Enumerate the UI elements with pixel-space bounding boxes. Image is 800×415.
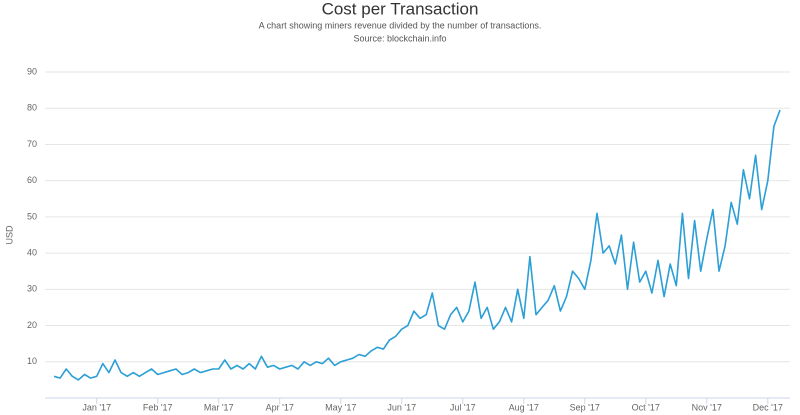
x-tick-label: Mar '17 xyxy=(204,402,234,412)
x-tick-label: Jul '17 xyxy=(450,402,476,412)
y-tick-label: 50 xyxy=(27,211,37,221)
y-tick-label: 70 xyxy=(27,139,37,149)
y-axis-label: USD xyxy=(4,225,14,245)
chart-subtitle: A chart showing miners revenue divided b… xyxy=(259,20,542,30)
y-tick-label: 30 xyxy=(27,284,37,294)
x-tick-label: May '17 xyxy=(325,402,356,412)
y-tick-label: 90 xyxy=(27,66,37,76)
x-tick-label: Sep '17 xyxy=(570,402,600,412)
y-tick-label: 80 xyxy=(27,103,37,113)
y-tick-label: 40 xyxy=(27,247,37,257)
y-tick-label: 20 xyxy=(27,320,37,330)
x-tick-label: Feb '17 xyxy=(143,402,173,412)
y-tick-label: 60 xyxy=(27,175,37,185)
x-tick-label: Dec '17 xyxy=(753,402,783,412)
x-tick-label: Apr '17 xyxy=(266,402,294,412)
data-line xyxy=(53,109,781,381)
x-tick-label: Jan '17 xyxy=(82,402,111,412)
x-tick-label: Nov '17 xyxy=(692,402,722,412)
x-tick-label: Jun '17 xyxy=(387,402,416,412)
x-tick-label: Aug '17 xyxy=(509,402,539,412)
y-tick-label: 10 xyxy=(27,356,37,366)
chart-source: Source: blockchain.info xyxy=(353,33,446,43)
x-tick-label: Oct '17 xyxy=(632,402,660,412)
chart-title: Cost per Transaction xyxy=(322,0,479,18)
